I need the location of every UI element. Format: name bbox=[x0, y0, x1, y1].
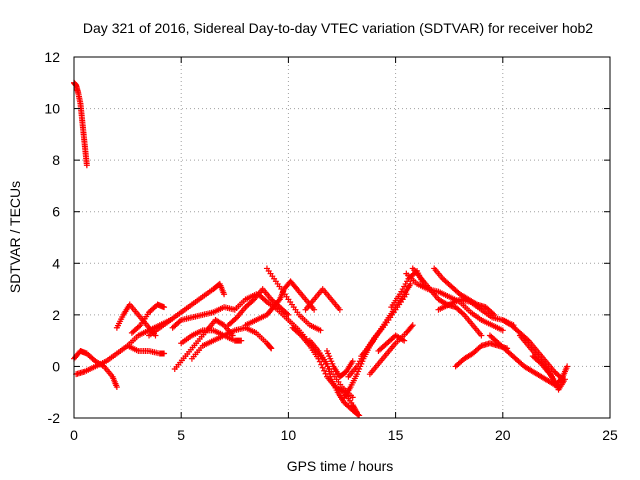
series-trace-2 bbox=[71, 347, 120, 391]
data-point bbox=[275, 297, 282, 304]
data-point bbox=[356, 412, 363, 419]
series-trace-4 bbox=[113, 301, 159, 339]
y-tick-label: 10 bbox=[44, 101, 60, 117]
series-trace-8 bbox=[146, 280, 228, 339]
data-point bbox=[113, 384, 120, 391]
y-axis-title: SDTVAR / TECUs bbox=[7, 181, 23, 293]
data-point bbox=[558, 375, 565, 382]
y-tick-label: 4 bbox=[52, 255, 60, 271]
data-point bbox=[407, 280, 414, 287]
data-point bbox=[311, 306, 318, 313]
x-axis-title: GPS time / hours bbox=[287, 458, 394, 474]
series-trace-10 bbox=[178, 327, 245, 347]
series-trace-14 bbox=[263, 265, 324, 334]
data-point bbox=[355, 411, 362, 418]
y-tick-label: 6 bbox=[52, 204, 60, 220]
series-trace-28 bbox=[431, 265, 498, 318]
data-point bbox=[268, 345, 275, 352]
data-point bbox=[499, 327, 506, 334]
data-point bbox=[336, 306, 343, 313]
axis-ticks: 0 5 10 15 20 25 -2 0 2 4 6 8 10 12 bbox=[44, 49, 618, 443]
series-trace-19 bbox=[323, 347, 356, 380]
series-trace-18 bbox=[306, 337, 363, 419]
y-tick-label: 0 bbox=[52, 358, 60, 374]
data-point bbox=[318, 361, 325, 368]
series-trace-34 bbox=[529, 353, 571, 388]
series-trace-1 bbox=[71, 79, 90, 169]
data-point bbox=[83, 162, 90, 169]
x-tick-label: 25 bbox=[602, 427, 618, 443]
data-point bbox=[317, 327, 324, 334]
series-trace-24 bbox=[366, 322, 416, 378]
series-trace-15 bbox=[302, 286, 343, 313]
y-tick-label: 12 bbox=[44, 49, 60, 65]
data-point bbox=[401, 337, 408, 344]
data-point bbox=[564, 363, 571, 370]
data-point bbox=[478, 332, 485, 339]
x-tick-label: 10 bbox=[281, 427, 297, 443]
series-trace-31 bbox=[486, 332, 562, 391]
x-tick-label: 20 bbox=[495, 427, 511, 443]
series-trace-3 bbox=[73, 317, 174, 378]
data-point bbox=[161, 350, 168, 357]
series-trace-6 bbox=[124, 342, 168, 357]
data-point bbox=[349, 358, 356, 365]
data-point bbox=[349, 394, 356, 401]
data-point bbox=[238, 337, 245, 344]
series-trace-5 bbox=[128, 301, 168, 336]
data-point bbox=[292, 284, 299, 291]
plot-frame bbox=[73, 56, 611, 419]
data-point bbox=[409, 322, 416, 329]
data-point bbox=[221, 291, 228, 298]
data-point bbox=[161, 304, 168, 311]
data-point bbox=[408, 323, 415, 330]
data-point bbox=[267, 344, 274, 351]
series-trace-12 bbox=[225, 286, 292, 329]
y-tick-label: -2 bbox=[48, 410, 61, 426]
data-point bbox=[319, 364, 326, 371]
x-tick-label: 0 bbox=[70, 427, 78, 443]
data-point bbox=[316, 358, 323, 365]
x-tick-label: 15 bbox=[388, 427, 404, 443]
x-tick-label: 5 bbox=[177, 427, 185, 443]
grid bbox=[74, 57, 610, 418]
data-point bbox=[315, 355, 322, 362]
data-marks bbox=[71, 79, 571, 419]
y-tick-label: 8 bbox=[52, 152, 60, 168]
y-tick-label: 2 bbox=[52, 307, 60, 323]
series-trace-9 bbox=[169, 291, 260, 331]
data-point bbox=[285, 311, 292, 318]
series-trace-23 bbox=[375, 332, 408, 354]
data-point bbox=[321, 367, 328, 374]
series-trace-11 bbox=[188, 324, 275, 362]
series-trace-29 bbox=[435, 296, 517, 329]
chart-title: Day 321 of 2016, Sidereal Day-to-day VTE… bbox=[83, 20, 593, 36]
